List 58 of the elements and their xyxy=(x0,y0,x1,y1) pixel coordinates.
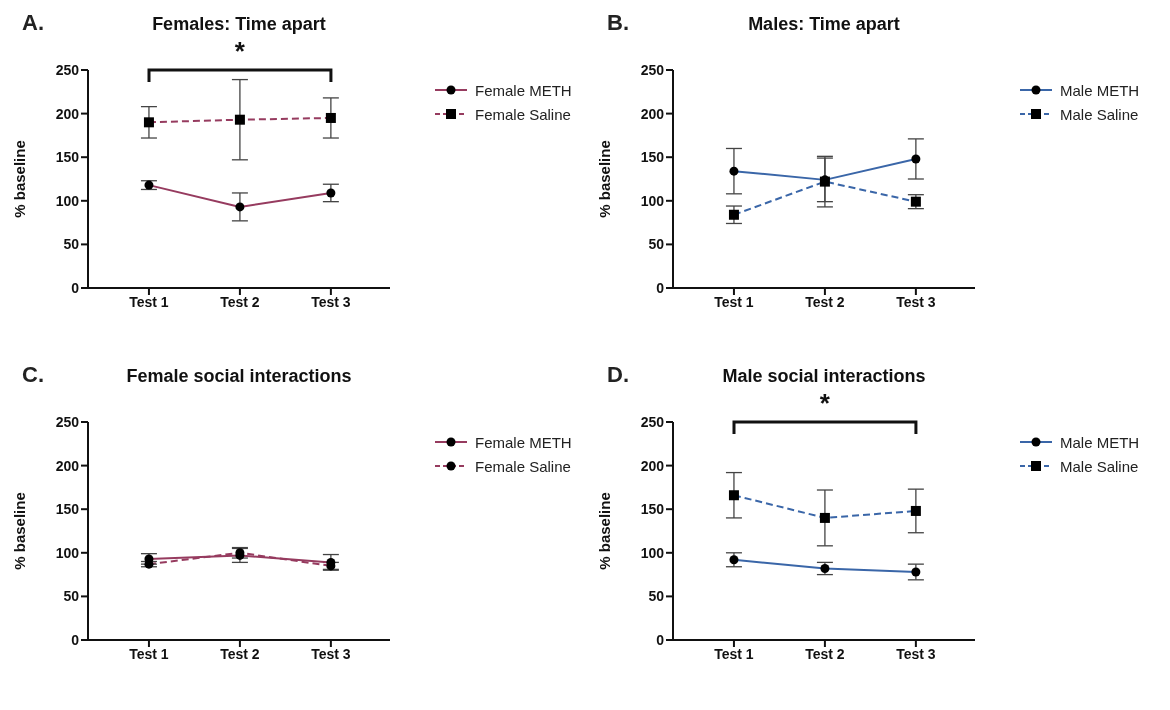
text: A. xyxy=(22,10,44,36)
legend-label: Male Saline xyxy=(1060,105,1139,123)
y-tick-label: 50 xyxy=(648,236,665,253)
y-tick-label: 100 xyxy=(640,544,665,561)
x-tick-label: Test 1 xyxy=(129,293,169,310)
y-tick-label: 0 xyxy=(656,631,665,648)
chart-title: Female social interactions xyxy=(126,366,352,386)
text: * xyxy=(233,36,246,67)
legend-label: Female Saline xyxy=(475,105,571,123)
text: D. xyxy=(607,362,629,388)
y-tick-label: 100 xyxy=(640,192,665,209)
y-axis-title: % baseline xyxy=(11,492,29,570)
y-tick-label: 200 xyxy=(640,105,665,122)
y-tick-label: 250 xyxy=(55,61,80,78)
legend-label: Male METH xyxy=(1060,433,1140,451)
x-tick-label: Test 1 xyxy=(129,645,169,662)
text: B. xyxy=(607,10,629,36)
y-tick-label: 50 xyxy=(648,588,665,605)
legend-label: Female Saline xyxy=(475,457,571,475)
y-tick-label: 50 xyxy=(63,588,80,605)
chart-title: Males: Time apart xyxy=(748,14,900,34)
y-tick-label: 0 xyxy=(71,631,80,648)
y-axis-title: % baseline xyxy=(596,492,614,570)
y-tick-label: 100 xyxy=(55,192,80,209)
y-tick-label: 250 xyxy=(640,413,665,430)
x-tick-label: Test 2 xyxy=(220,645,260,662)
chart-title: Male social interactions xyxy=(722,366,926,386)
y-axis-title: % baseline xyxy=(11,140,29,218)
y-tick-label: 150 xyxy=(640,501,665,518)
x-tick-label: Test 2 xyxy=(805,645,845,662)
x-tick-label: Test 1 xyxy=(714,293,754,310)
legend-label: Female METH xyxy=(475,433,572,451)
x-tick-label: Test 3 xyxy=(311,293,351,310)
y-tick-label: 150 xyxy=(55,149,80,166)
y-tick-label: 200 xyxy=(640,457,665,474)
y-tick-label: 50 xyxy=(63,236,80,253)
y-tick-label: 0 xyxy=(656,279,665,296)
x-tick-label: Test 3 xyxy=(896,645,936,662)
legend-label: Female METH xyxy=(475,81,572,99)
y-tick-label: 150 xyxy=(640,149,665,166)
y-axis-title: % baseline xyxy=(596,140,614,218)
y-tick-label: 200 xyxy=(55,457,80,474)
x-tick-label: Test 3 xyxy=(311,645,351,662)
legend-label: Male Saline xyxy=(1060,457,1139,475)
chart-title: Females: Time apart xyxy=(152,14,326,34)
y-tick-label: 250 xyxy=(55,413,80,430)
y-tick-label: 200 xyxy=(55,105,80,122)
y-tick-label: 250 xyxy=(640,61,665,78)
y-tick-label: 150 xyxy=(55,501,80,518)
y-tick-label: 0 xyxy=(71,279,80,296)
x-tick-label: Test 1 xyxy=(714,645,754,662)
x-tick-label: Test 2 xyxy=(805,293,845,310)
x-tick-label: Test 2 xyxy=(220,293,260,310)
y-tick-label: 100 xyxy=(55,544,80,561)
legend-label: Male METH xyxy=(1060,81,1140,99)
x-tick-label: Test 3 xyxy=(896,293,936,310)
text: * xyxy=(818,388,831,419)
text: C. xyxy=(22,362,44,388)
